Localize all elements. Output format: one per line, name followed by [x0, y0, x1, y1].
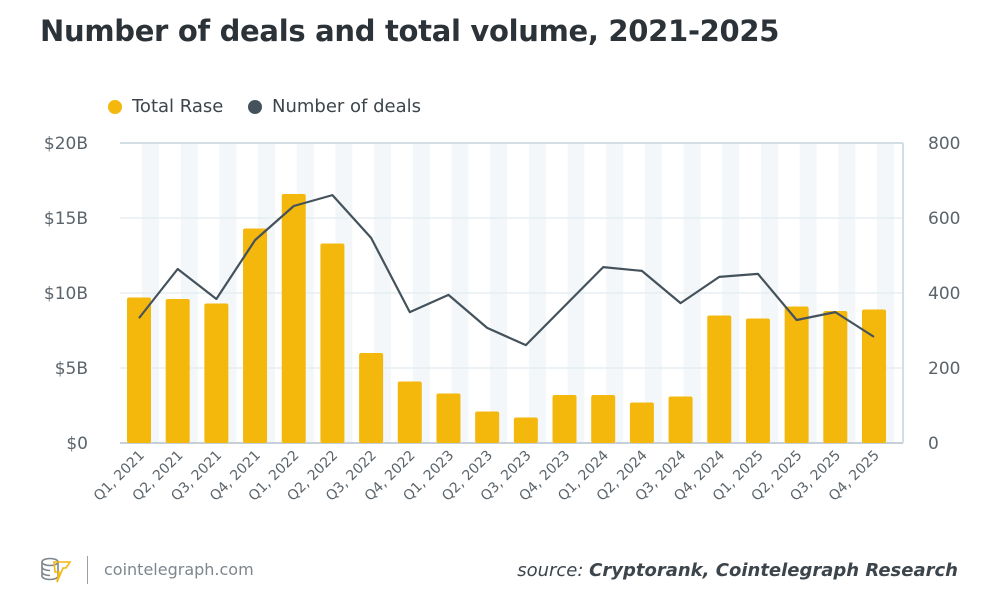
bar: [320, 243, 345, 443]
bar: [281, 194, 306, 443]
right-tick-label: 600: [928, 209, 960, 229]
cointelegraph-logo: [40, 556, 72, 584]
bar: [359, 353, 384, 443]
bar: [552, 395, 577, 443]
bar: [668, 396, 693, 443]
legend-swatch-bar: [108, 99, 122, 114]
bar: [165, 299, 190, 443]
bar: [513, 417, 538, 443]
bar: [784, 306, 809, 443]
bar: [745, 318, 770, 443]
left-tick-label: $15B: [44, 209, 88, 229]
bar: [475, 411, 500, 443]
bar: [862, 309, 886, 443]
bar: [436, 393, 461, 443]
right-tick-label: 800: [928, 134, 960, 154]
bar: [591, 395, 616, 443]
right-tick-label: 400: [928, 284, 960, 304]
left-tick-label: $10B: [44, 284, 88, 304]
bar: [629, 402, 654, 443]
bar: [823, 311, 848, 443]
right-tick-label: 0: [928, 434, 939, 454]
legend-item-deals: Number of deals: [248, 96, 421, 117]
chart-title: Number of deals and total volume, 2021-2…: [40, 14, 780, 48]
legend-label: Total Rase: [132, 96, 224, 117]
left-tick-label: $0: [66, 434, 88, 454]
footer-divider: [87, 556, 88, 584]
bar: [243, 228, 268, 443]
right-tick-label: 200: [928, 359, 960, 379]
bar: [204, 303, 229, 443]
bar: [397, 381, 422, 443]
left-tick-label: $5B: [55, 359, 88, 379]
source-text: Cryptorank, Cointelegraph Research: [589, 560, 958, 581]
footer-site: cointelegraph.com: [104, 560, 254, 579]
deals-line: [138, 194, 875, 347]
left-tick-label: $20B: [44, 134, 88, 154]
bar: [707, 315, 732, 443]
legend-item-total-raise: Total Rase: [108, 96, 223, 117]
bar: [127, 297, 151, 443]
source-prefix: source:: [517, 560, 584, 581]
legend-swatch-line: [248, 99, 262, 114]
source-note: source: Cryptorank, Cointelegraph Resear…: [517, 560, 958, 581]
legend-label: Number of deals: [272, 96, 422, 117]
